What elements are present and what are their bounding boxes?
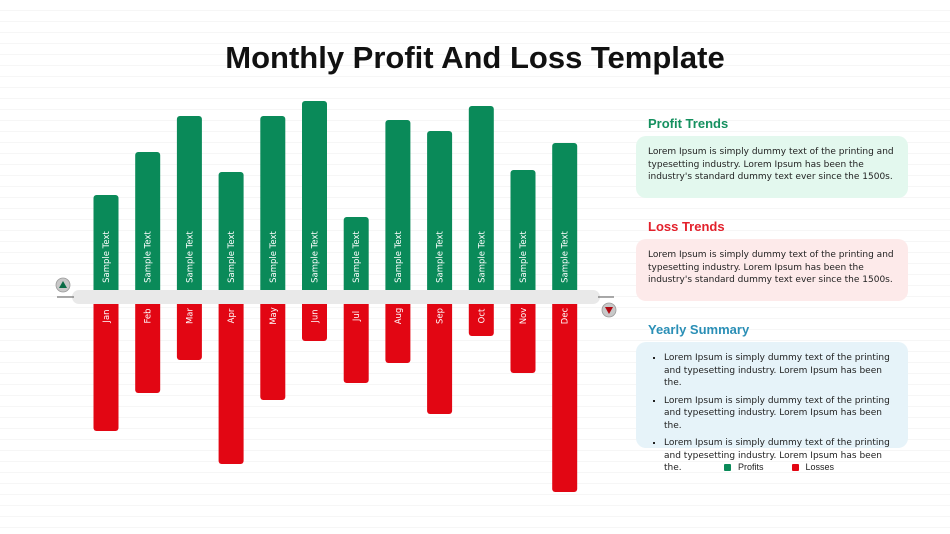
profit-bar-label: Sample Text — [269, 230, 279, 282]
loss-bar-mar — [176, 297, 202, 360]
axis-band — [72, 290, 600, 304]
profit-bar-label: Sample Text — [394, 230, 404, 282]
profit-bar-jul — [343, 217, 369, 297]
loss-bar-dec — [552, 297, 578, 492]
month-label-feb: Feb — [144, 308, 154, 323]
loss-bar-sep — [427, 297, 453, 414]
profit-bar-label: Sample Text — [519, 230, 529, 282]
profit-bar-aug — [385, 120, 411, 297]
profit-bar-oct — [468, 106, 494, 297]
page-title: Monthly Profit And Loss Template — [225, 40, 725, 75]
loss-bar-feb — [135, 297, 161, 393]
month-label-jul: Jul — [352, 311, 362, 322]
profit-bar-mar — [176, 116, 202, 297]
legend-label-losses: Losses — [805, 462, 835, 472]
month-label-may: May — [269, 307, 279, 325]
loss-trends-heading: Loss Trends — [648, 219, 725, 234]
profit-bar-apr — [218, 172, 244, 297]
profit-bar-feb — [135, 152, 161, 297]
summary-item: Lorem Ipsum is simply dummy text of the … — [664, 395, 896, 433]
profit-bar-label: Sample Text — [102, 230, 112, 282]
loss-bar-jun — [302, 297, 327, 341]
month-label-jun: Jun — [311, 309, 321, 323]
triangle-up-icon — [55, 277, 71, 293]
profit-bar-labels: Sample Text Sample Text Sample Text Sample … — [102, 230, 571, 282]
profit-trends-box: Lorem Ipsum is simply dummy text of the … — [636, 136, 908, 198]
month-label-aug: Aug — [394, 308, 404, 325]
legend-item-losses: Losses — [791, 462, 835, 472]
loss-bar-nov — [510, 297, 536, 373]
month-label-dec: Dec — [561, 307, 571, 324]
summary-item: Lorem Ipsum is simply dummy text of the … — [664, 437, 896, 475]
profit-bar-may — [260, 116, 286, 297]
legend-item-profits: Profits — [724, 462, 764, 472]
loss-bar-oct — [468, 297, 494, 336]
profit-trends-text: Lorem Ipsum is simply dummy text of the … — [648, 147, 894, 182]
loss-bar-aug — [385, 297, 411, 363]
profit-bar-label: Sample Text — [436, 230, 446, 282]
summary-item: Lorem Ipsum is simply dummy text of the … — [664, 352, 896, 390]
profit-bar-nov — [510, 170, 536, 297]
month-labels: Jan Feb Mar Apr May Jun Jul Aug Sep Oct Nov Dec — [102, 307, 571, 325]
profit-bar-label: Sample Text — [561, 230, 571, 282]
summary-list: Lorem Ipsum is simply dummy text of the … — [650, 352, 896, 475]
profit-bars — [93, 101, 578, 297]
profit-bar-sep — [427, 131, 453, 297]
month-label-apr: Apr — [227, 308, 237, 323]
legend-label-profits: Profits — [738, 462, 764, 472]
month-label-mar: Mar — [185, 307, 195, 324]
triangle-down-icon — [601, 302, 617, 318]
profit-bar-jun — [302, 101, 327, 297]
profit-bar-label: Sample Text — [311, 230, 321, 282]
loss-bar-apr — [218, 297, 244, 464]
loss-bars — [93, 297, 578, 492]
loss-trends-box: Lorem Ipsum is simply dummy text of the … — [636, 239, 908, 301]
profit-bar-label: Sample Text — [352, 230, 362, 282]
loss-bar-may — [260, 297, 286, 400]
chart-legend: Profits Losses — [724, 462, 862, 472]
profit-loss-chart: Sample Text Sample Text Sample Text Sample … — [55, 101, 617, 492]
loss-trends-text: Lorem Ipsum is simply dummy text of the … — [648, 250, 894, 285]
legend-swatch-profits — [724, 463, 731, 471]
loss-bar-jul — [343, 297, 369, 383]
month-label-oct: Oct — [477, 308, 487, 323]
yearly-summary-box: Lorem Ipsum is simply dummy text of the … — [636, 342, 908, 473]
month-label-jan: Jan — [102, 309, 112, 323]
profit-bar-jan — [93, 195, 119, 297]
yearly-summary-heading: Yearly Summary — [648, 322, 750, 337]
profit-bar-label: Sample Text — [477, 230, 487, 282]
month-label-nov: Nov — [519, 308, 529, 325]
month-label-sep: Sep — [436, 308, 446, 324]
profit-bar-dec — [552, 143, 578, 297]
profit-bar-label: Sample Text — [227, 230, 237, 282]
profit-bar-label: Sample Text — [185, 230, 195, 282]
legend-swatch-losses — [791, 463, 799, 471]
profit-trends-heading: Profit Trends — [648, 116, 729, 131]
profit-bar-label: Sample Text — [144, 230, 154, 282]
loss-bar-jan — [93, 297, 119, 431]
